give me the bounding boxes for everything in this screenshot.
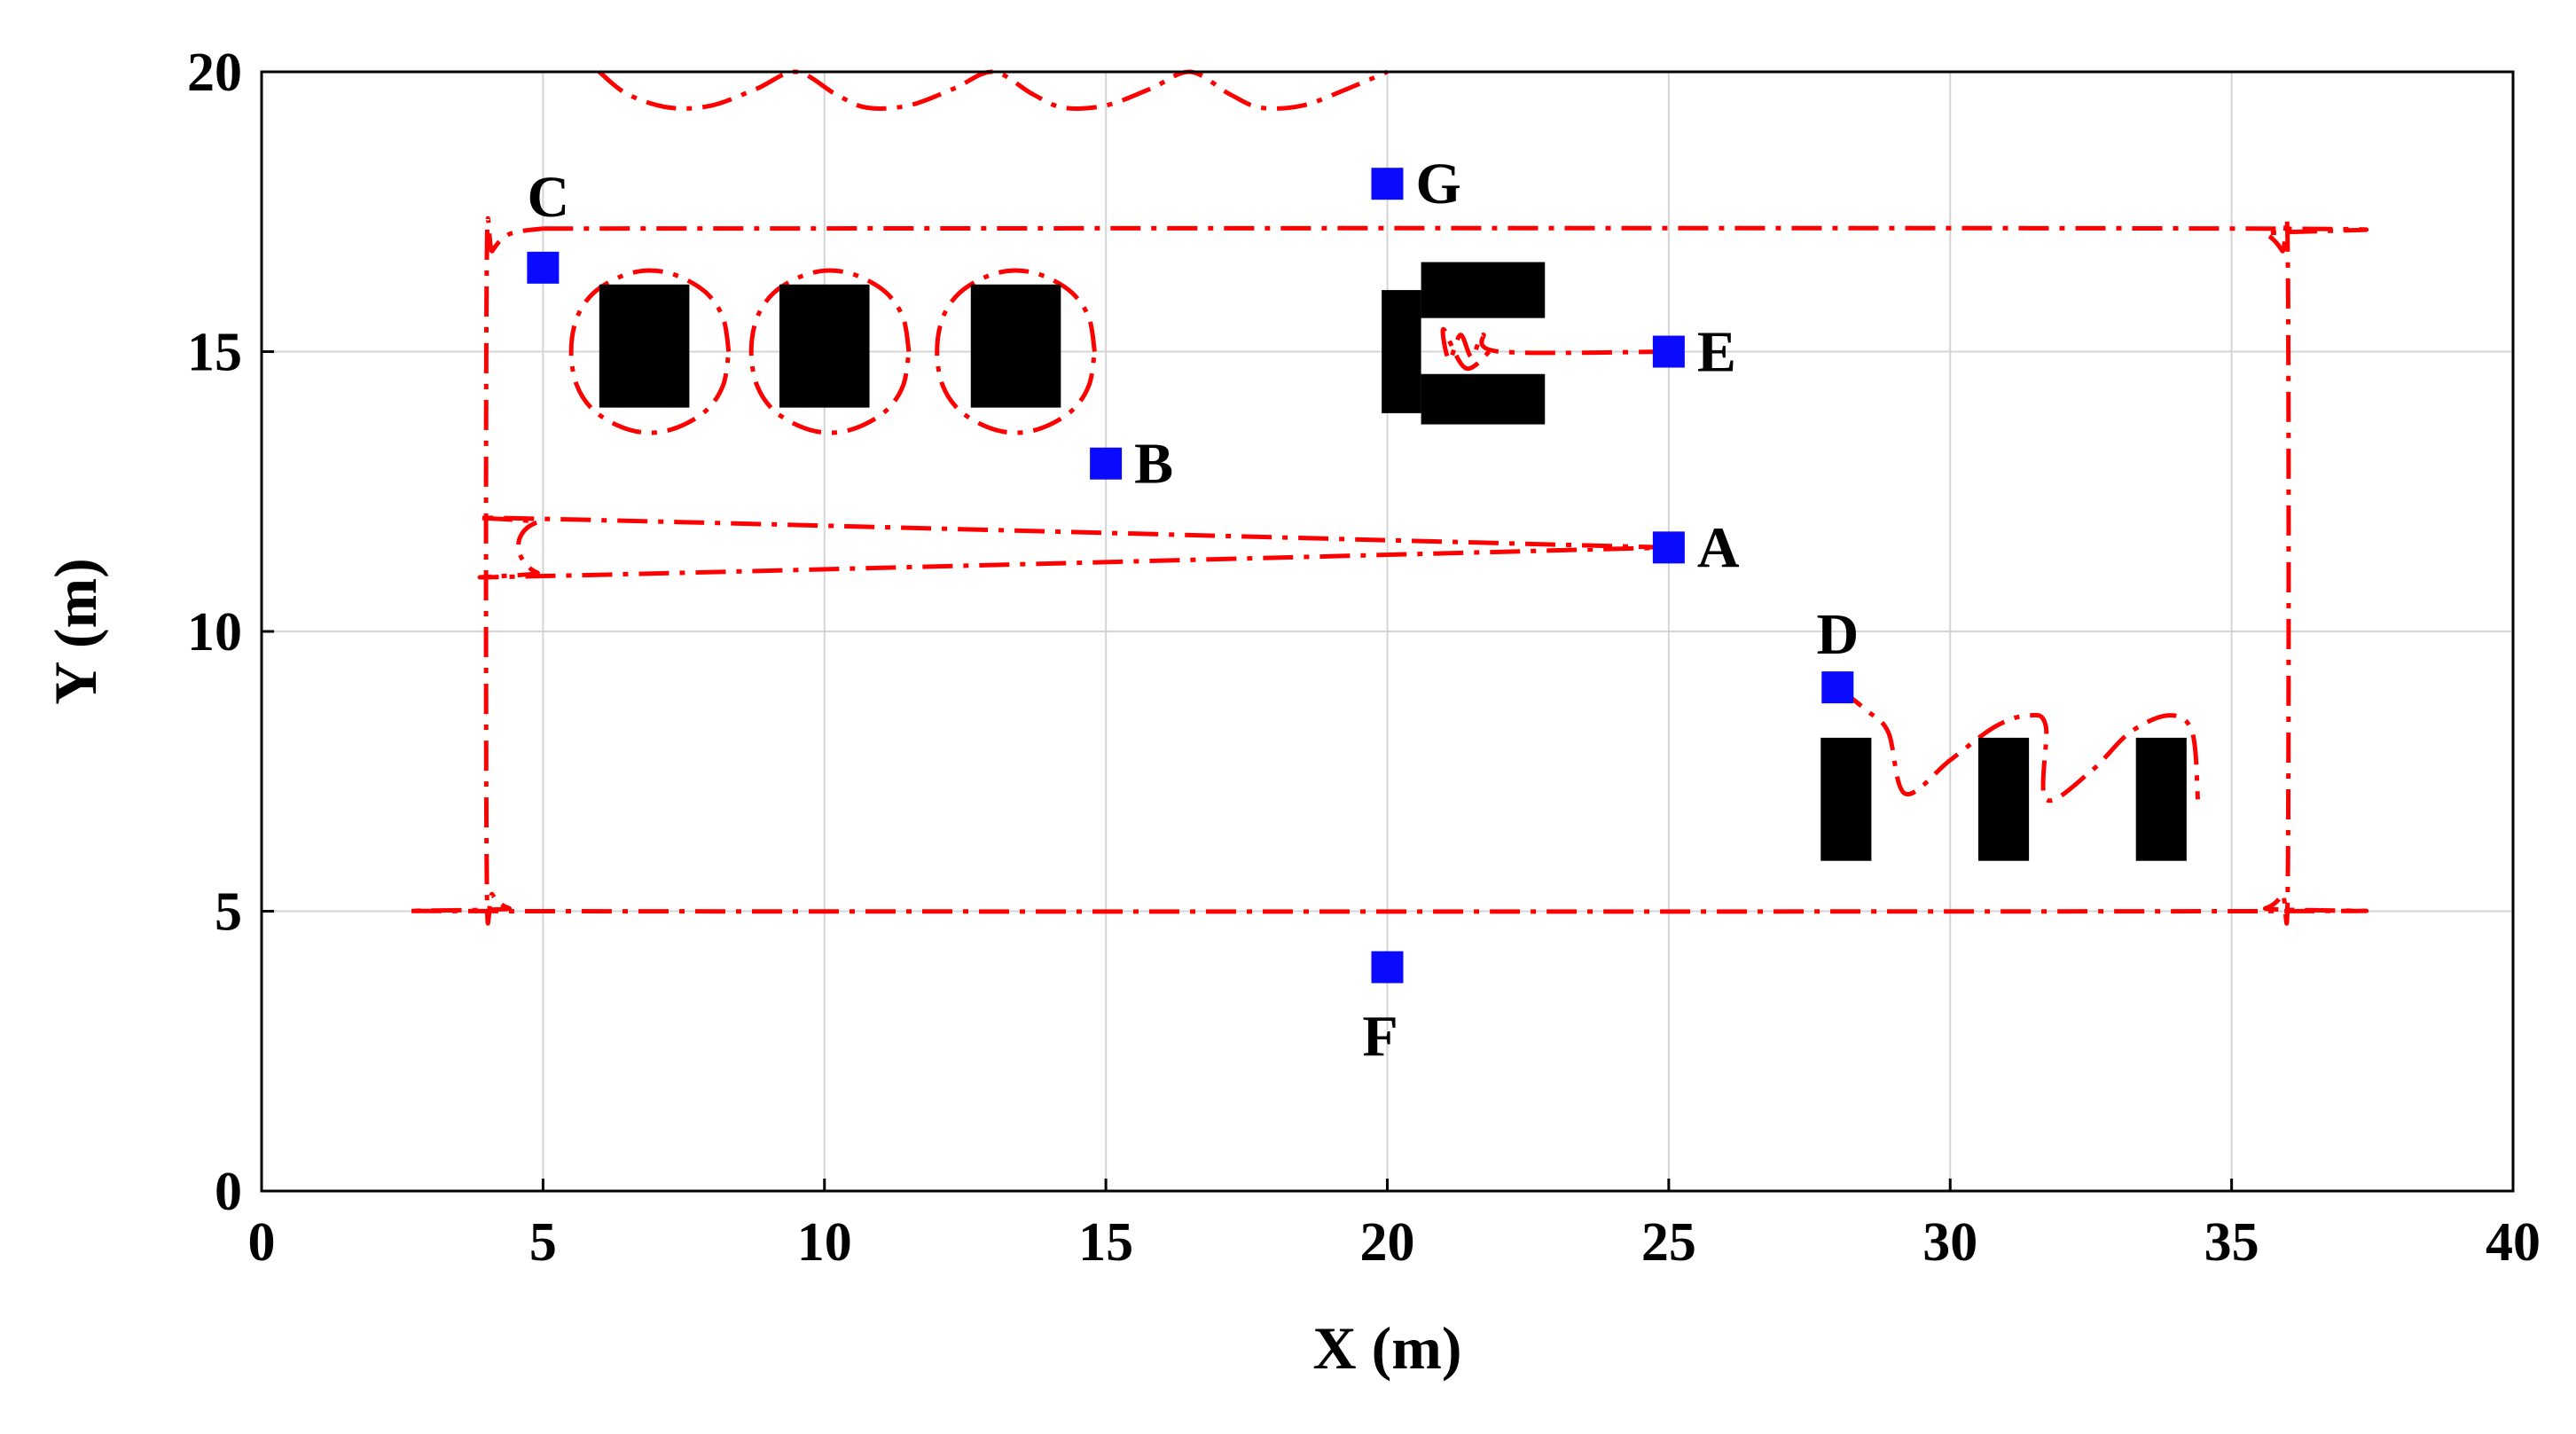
obstacle-u-bottom <box>1421 373 1546 425</box>
obstacles <box>599 262 2187 861</box>
robot-trajectories <box>405 69 2369 926</box>
trajectory-return-loop-to-a <box>477 515 1669 580</box>
waypoint-d-label: D <box>1816 602 1859 667</box>
trajectory-top-arcs <box>598 69 1389 111</box>
x-tick-label: 5 <box>529 1212 557 1273</box>
x-tick-label: 30 <box>1922 1212 1977 1273</box>
x-axis-label: X (m) <box>1312 1314 1461 1382</box>
x-tick-label: 0 <box>248 1212 276 1273</box>
trajectory-circle-around-block-2 <box>748 268 912 435</box>
x-tick-label: 20 <box>1360 1212 1415 1273</box>
obstacle-block-2 <box>779 284 870 408</box>
trajectory-zigzag-to-e <box>1440 326 1669 371</box>
waypoints: A B C D E F G <box>527 152 1859 1070</box>
obstacle-u-left <box>1382 290 1421 413</box>
x-tick-label: 25 <box>1641 1212 1696 1273</box>
y-tick-label: 20 <box>187 43 242 103</box>
obstacle-block-3 <box>970 284 1061 408</box>
waypoint-b-marker <box>1090 447 1123 480</box>
waypoint-f-marker <box>1371 951 1404 983</box>
y-tick-label: 0 <box>215 1162 242 1222</box>
waypoint-f-label: F <box>1362 1005 1398 1070</box>
obstacle-pillar-3 <box>2135 737 2187 861</box>
tick-labels: 0 5 10 15 20 25 30 35 40 0 5 10 15 20 <box>187 43 2541 1273</box>
obstacle-u-top <box>1421 262 1546 318</box>
waypoint-g-label: G <box>1416 152 1461 216</box>
waypoint-a-marker <box>1652 531 1685 564</box>
obstacle-pillar-2 <box>1977 737 2030 861</box>
waypoint-d-marker <box>1821 671 1854 704</box>
y-axis-label: Y (m) <box>42 558 109 705</box>
x-tick-label: 15 <box>1078 1212 1133 1273</box>
waypoint-e-marker <box>1652 335 1685 368</box>
waypoint-e-label: E <box>1697 320 1736 385</box>
trajectory-weave-from-d <box>1836 686 2200 803</box>
waypoint-g-marker <box>1371 168 1404 200</box>
y-tick-label: 10 <box>187 602 242 662</box>
y-tick-label: 15 <box>187 323 242 383</box>
x-tick-label: 40 <box>2486 1212 2541 1273</box>
obstacle-pillar-1 <box>1820 737 1872 861</box>
waypoint-b-label: B <box>1134 432 1173 497</box>
waypoint-c-label: C <box>528 165 570 230</box>
waypoint-c-marker <box>527 251 560 284</box>
y-tick-label: 5 <box>215 882 242 943</box>
trajectory-circle-around-block-3 <box>935 268 1097 435</box>
trajectory-loop-rectangle <box>405 215 2369 926</box>
waypoint-a-label: A <box>1697 515 1740 580</box>
x-tick-label: 10 <box>797 1212 852 1273</box>
obstacle-block-1 <box>599 284 690 408</box>
x-tick-label: 35 <box>2204 1212 2259 1273</box>
trajectory-circle-around-block-1 <box>568 268 732 435</box>
